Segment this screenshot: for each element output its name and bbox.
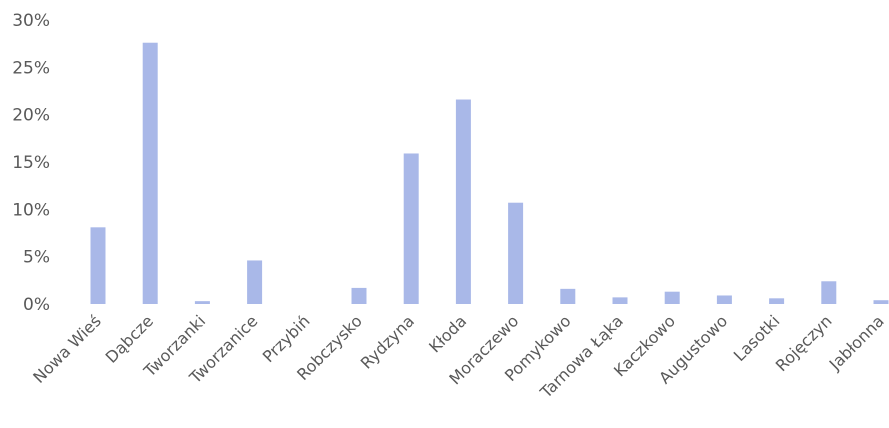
bar <box>769 298 785 304</box>
y-tick-label: 5% <box>23 248 50 268</box>
bar <box>612 297 628 304</box>
bar <box>403 153 419 304</box>
bar <box>821 281 837 304</box>
x-axis: Nowa WieśDąbczeTworzankiTworzanicePrzybi… <box>29 311 888 402</box>
y-tick-label: 30% <box>12 11 50 31</box>
bar <box>194 301 210 304</box>
y-axis: 0% 5% 10% 15% 20% 25% 30% <box>12 11 50 315</box>
y-tick-label: 10% <box>12 200 50 220</box>
bar <box>716 295 732 304</box>
bar <box>90 227 106 304</box>
bar <box>455 99 471 305</box>
bar <box>560 288 576 304</box>
y-tick-label: 25% <box>12 58 50 78</box>
x-tick-label: Jabłonna <box>825 311 888 374</box>
bars <box>90 42 889 305</box>
bar <box>664 291 680 304</box>
x-tick-label: Nowa Wieś <box>29 311 105 387</box>
y-tick-label: 0% <box>23 295 50 315</box>
bar <box>247 260 263 304</box>
bar <box>351 287 367 304</box>
x-tick-label: Rydzyna <box>357 311 418 372</box>
x-tick-label: Rojęczyn <box>772 311 836 375</box>
bar <box>508 202 524 304</box>
y-tick-label: 15% <box>12 153 50 173</box>
bar <box>142 42 158 304</box>
x-tick-label: Kłoda <box>425 311 470 356</box>
bar <box>873 300 889 304</box>
y-tick-label: 20% <box>12 106 50 126</box>
